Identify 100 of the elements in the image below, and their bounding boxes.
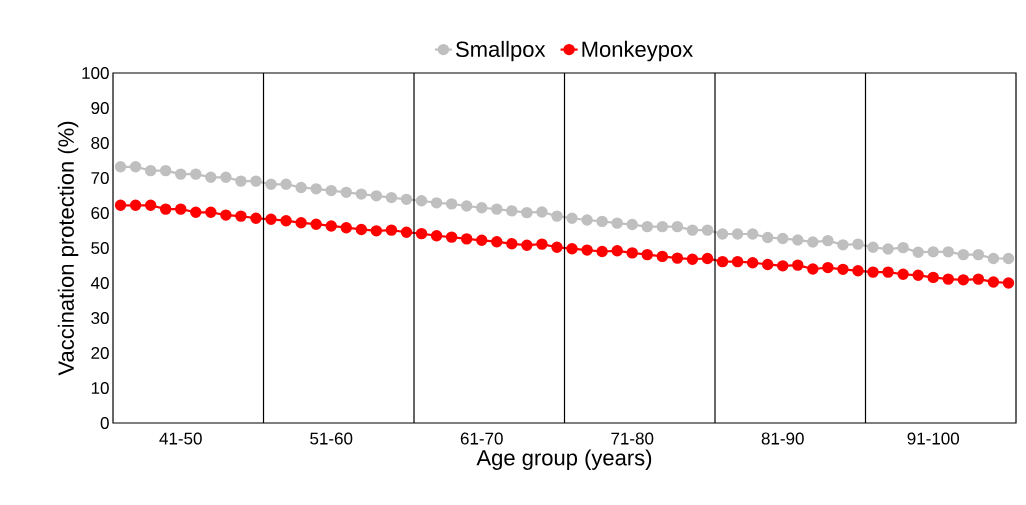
point: [987, 276, 1000, 288]
point: [385, 224, 398, 236]
point: [235, 210, 247, 222]
point: [114, 199, 127, 211]
y-tick-label: 100: [82, 66, 109, 80]
point: [566, 212, 578, 224]
point: [882, 266, 894, 278]
point: [701, 224, 714, 236]
point: [596, 215, 608, 228]
point: [250, 175, 262, 187]
legend-label: Monkeypox: [582, 40, 693, 62]
point: [671, 252, 684, 264]
point: [159, 164, 172, 177]
point: [897, 268, 909, 280]
point: [536, 238, 548, 250]
point: [792, 234, 804, 246]
point: [822, 234, 834, 247]
point: [310, 183, 322, 195]
point: [972, 273, 985, 285]
point: [175, 168, 187, 180]
point: [581, 244, 593, 256]
point: [445, 231, 458, 243]
point: [731, 228, 744, 240]
point: [716, 228, 729, 240]
point: [611, 245, 623, 257]
point: [159, 203, 172, 215]
point: [626, 247, 638, 259]
point: [912, 269, 924, 281]
point: [355, 188, 368, 200]
y-tick-label: 40: [90, 276, 109, 290]
point: [596, 245, 608, 258]
point: [400, 226, 413, 238]
point: [671, 220, 684, 233]
point: [205, 171, 217, 183]
y-tick-label: 30: [91, 311, 109, 325]
point: [731, 255, 744, 268]
point: [506, 205, 518, 217]
point: [852, 238, 864, 250]
point: [716, 255, 729, 268]
point: [325, 220, 337, 232]
point: [476, 234, 488, 246]
point: [746, 256, 759, 269]
point: [822, 261, 834, 274]
point: [355, 223, 368, 236]
y-tick-label: 80: [91, 136, 109, 150]
point: [521, 239, 533, 251]
point: [129, 161, 142, 173]
point: [972, 248, 985, 261]
point: [491, 235, 503, 248]
point: [190, 168, 202, 180]
point: [415, 195, 428, 207]
point: [295, 217, 307, 229]
point: [1002, 252, 1015, 265]
point: [340, 221, 352, 234]
point: [927, 246, 939, 258]
point: [701, 252, 714, 265]
x-tick-label: 61-70: [460, 432, 503, 445]
point: [340, 186, 352, 199]
point: [250, 212, 262, 224]
legend-label: Smallpox: [456, 40, 546, 62]
point: [927, 271, 939, 284]
point: [807, 263, 819, 275]
point: [460, 200, 473, 212]
point: [656, 220, 669, 233]
y-tick-label: 0: [100, 416, 109, 430]
y-tick-label: 10: [91, 381, 109, 395]
x-tick-label: 91-100: [907, 432, 960, 445]
point: [280, 214, 292, 227]
point: [792, 259, 804, 271]
y-axis-title: Vaccination protection (%): [57, 121, 79, 376]
point: [912, 246, 924, 258]
point: [807, 236, 819, 248]
point: [325, 184, 337, 197]
point: [175, 203, 187, 215]
point: [491, 203, 503, 215]
point: [761, 231, 774, 244]
point: [385, 191, 398, 204]
point: [280, 178, 292, 190]
point: [942, 273, 954, 285]
point: [295, 181, 307, 194]
point: [852, 265, 864, 277]
point: [460, 233, 473, 245]
point: [957, 274, 970, 286]
point: [987, 252, 1000, 265]
y-tick-label: 50: [91, 241, 109, 255]
point: [265, 213, 277, 225]
point: [777, 260, 789, 272]
point: [400, 193, 413, 206]
point: [220, 171, 232, 183]
point: [536, 206, 548, 218]
point: [129, 199, 142, 211]
point: [942, 246, 954, 258]
y-tick-label: 20: [91, 346, 109, 360]
point: [867, 266, 879, 278]
x-tick-label: 41-50: [159, 432, 202, 445]
point: [641, 220, 653, 233]
point: [310, 218, 322, 230]
point: [476, 202, 488, 214]
point: [837, 263, 849, 276]
point: [551, 241, 563, 253]
